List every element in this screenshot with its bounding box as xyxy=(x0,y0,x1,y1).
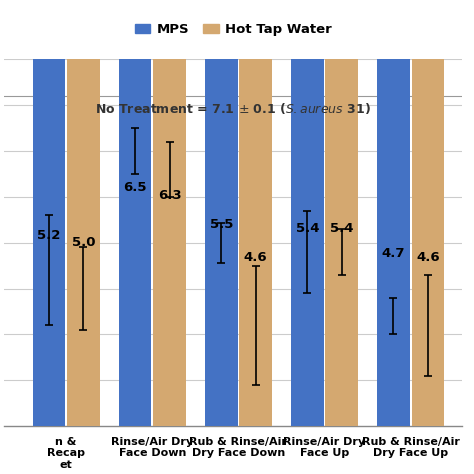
Legend: MPS, Hot Tap Water: MPS, Hot Tap Water xyxy=(129,18,337,42)
Text: 5.2: 5.2 xyxy=(37,229,61,242)
Bar xyxy=(205,0,237,426)
Text: 5.0: 5.0 xyxy=(72,236,95,249)
Text: No Treatment = 7.1 $\pm$ 0.1 ($\it{S.aureus}$ 31): No Treatment = 7.1 $\pm$ 0.1 ($\it{S.aur… xyxy=(95,101,371,116)
Bar xyxy=(377,0,410,426)
Text: 4.7: 4.7 xyxy=(382,247,405,260)
Bar xyxy=(411,4,444,426)
Bar xyxy=(118,0,151,426)
Text: 5.4: 5.4 xyxy=(296,221,319,235)
Text: 4.6: 4.6 xyxy=(244,251,267,264)
Text: 5.5: 5.5 xyxy=(210,218,233,231)
Bar xyxy=(239,4,272,426)
Text: 4.6: 4.6 xyxy=(416,251,440,264)
Text: 6.3: 6.3 xyxy=(158,189,182,201)
Bar xyxy=(291,0,324,426)
Text: 6.5: 6.5 xyxy=(123,181,147,194)
Bar xyxy=(153,0,186,426)
Bar xyxy=(67,0,100,426)
Text: 5.4: 5.4 xyxy=(330,221,354,235)
Bar xyxy=(325,0,358,426)
Bar xyxy=(33,0,65,426)
